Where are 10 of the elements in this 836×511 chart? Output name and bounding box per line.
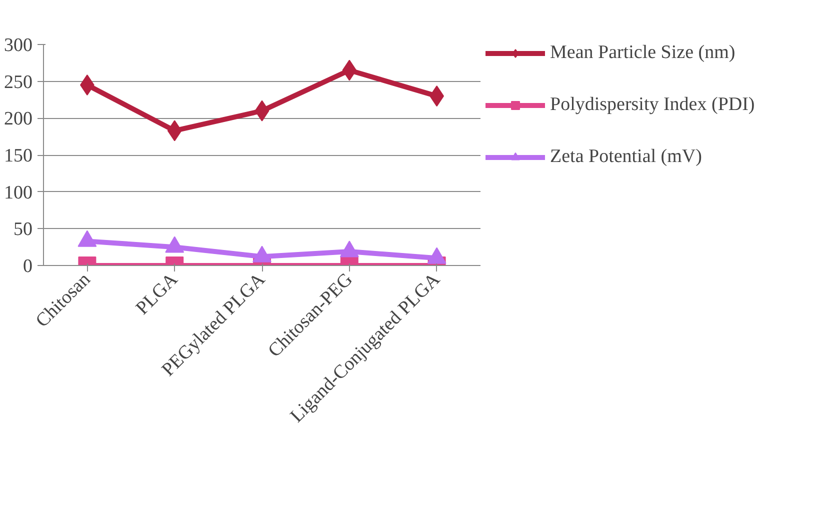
y-tick-label: 0: [23, 256, 32, 277]
legend-label: Zeta Potential (mV): [550, 146, 702, 168]
y-tick-label: 100: [4, 182, 32, 204]
y-tick-label: 50: [14, 219, 32, 240]
legend-label: Mean Particle Size (nm): [550, 43, 736, 64]
y-tick-label: 300: [4, 35, 32, 56]
y-tick-label: 150: [4, 146, 32, 166]
y-tick-label: 200: [4, 108, 32, 130]
legend-label: Polydispersity Index (PDI): [550, 94, 755, 116]
y-tick-label: 250: [4, 72, 32, 93]
